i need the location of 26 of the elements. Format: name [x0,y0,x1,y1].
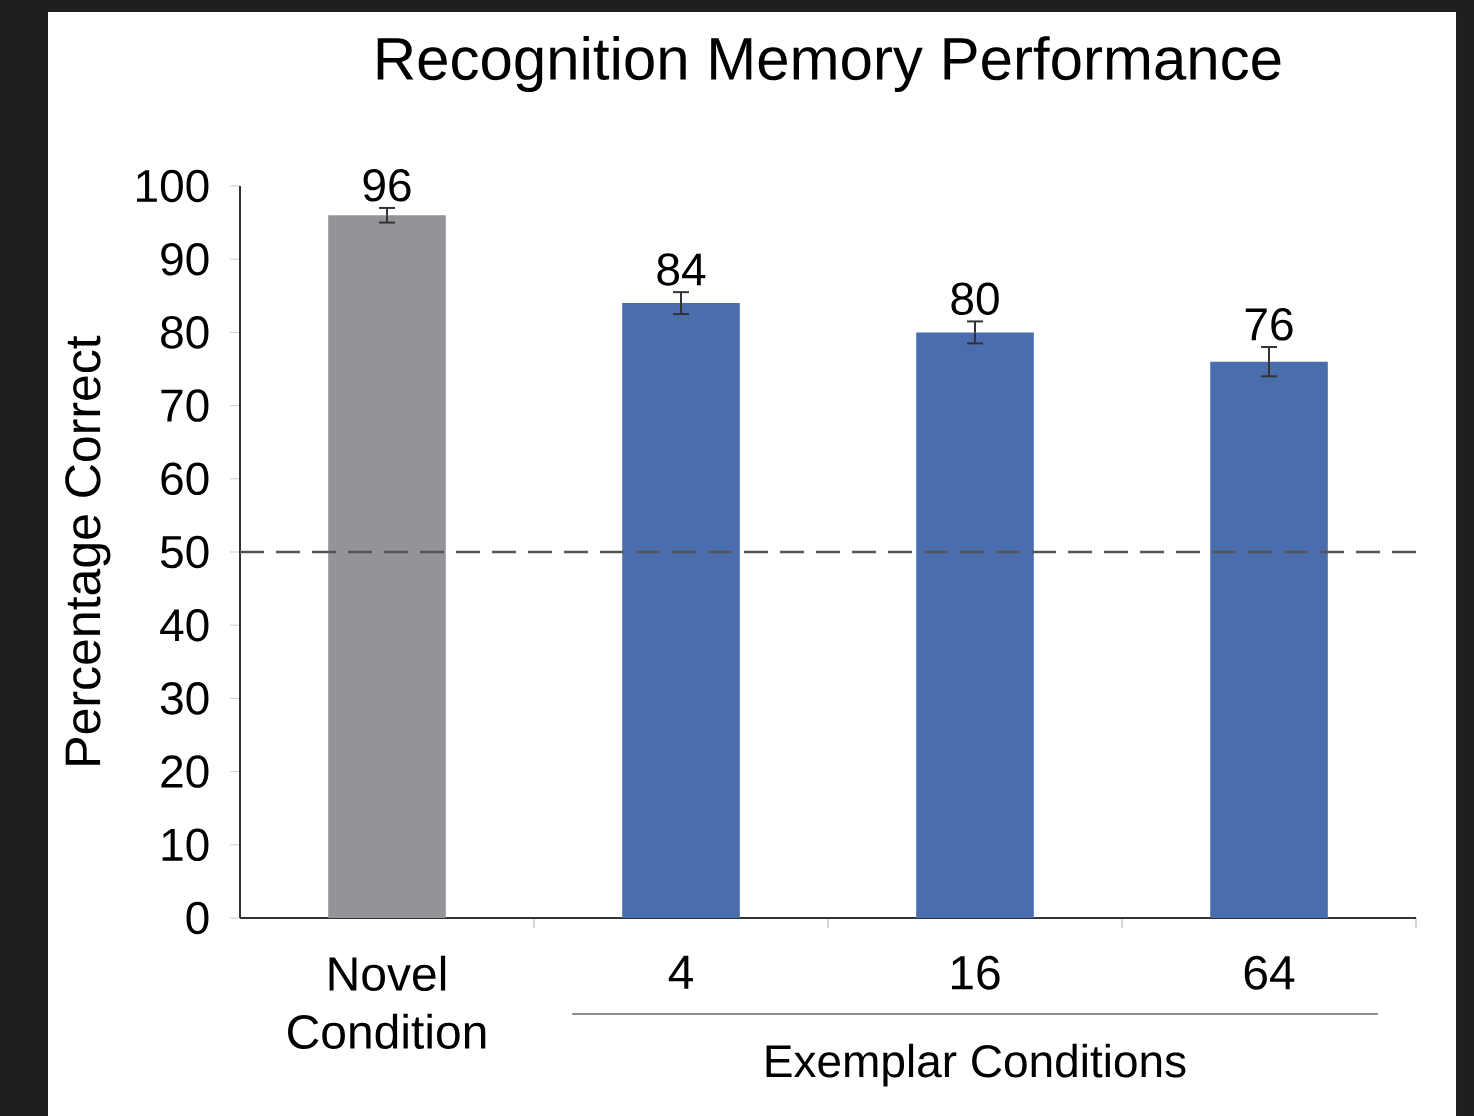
x-tick-label: 16 [951,955,1000,990]
y-tick-label: 80 [161,316,209,349]
y-tick-label: 70 [161,389,209,422]
y-tick-label: 40 [160,608,209,642]
bar [328,215,446,918]
y-tick-label: 50 [160,535,209,569]
bar [916,332,1034,918]
y-tick-label: 100 [137,169,209,203]
data-label: 96 [363,168,411,202]
data-label: 84 [657,253,706,286]
y-tick-label: 20 [161,755,209,788]
data-label: 76 [1245,308,1293,341]
y-tick-label: 60 [161,462,209,496]
y-axis-title: Percentage Correct [65,335,111,765]
x-tick-label: 64 [1244,955,1295,990]
chart-title: Recognition Memory Performance [377,36,1281,92]
x-tick-label: Novel Condition [288,955,486,1049]
text: Exemplar Conditions [766,1043,1186,1087]
data-label: 80 [951,282,999,315]
bar [622,303,740,918]
y-tick-label: 90 [161,242,209,276]
bar [1210,361,1328,918]
x-tick-label: 4 [668,955,693,989]
y-tick-label: 0 [186,901,209,935]
y-tick-label: 10 [162,828,209,862]
y-tick-label: 30 [160,682,209,715]
